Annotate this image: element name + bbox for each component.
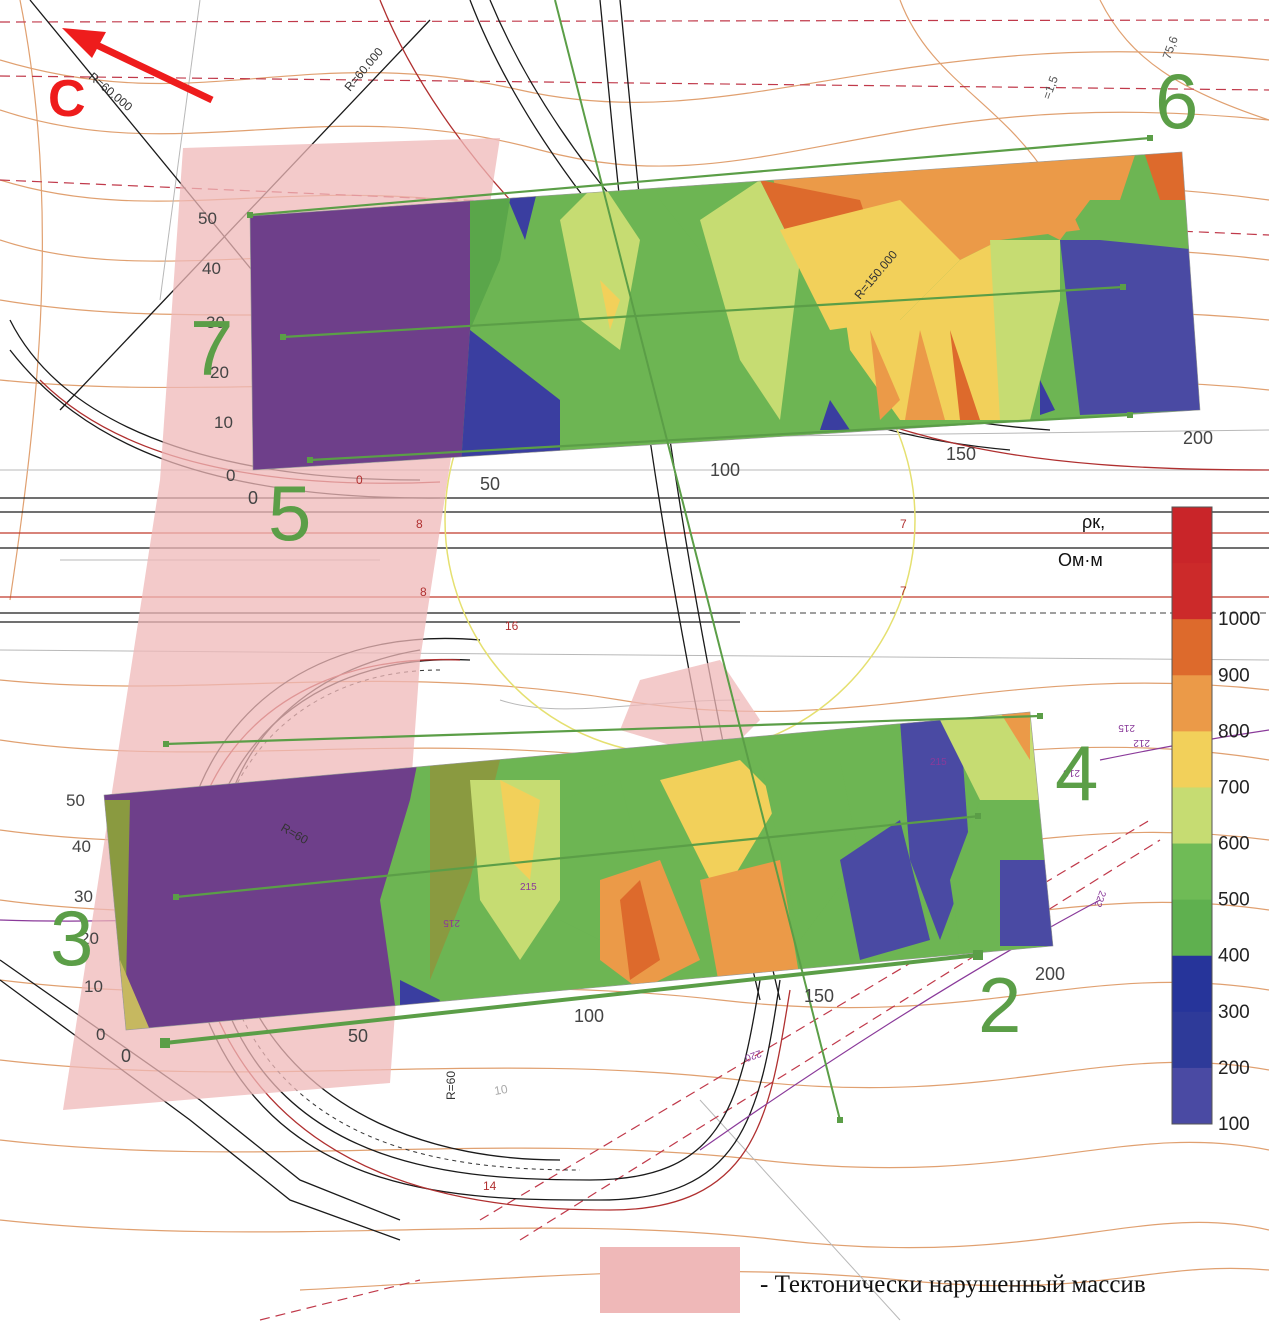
north-arrow: С (48, 28, 214, 128)
profile-label-3: 3 (50, 894, 93, 982)
lower-x-tick-150: 150 (804, 986, 834, 1006)
upper-y-tick-30: 30 (206, 313, 225, 332)
lower-y-axis: 0 10 20 30 40 50 (66, 791, 105, 1044)
legend-level-labels: 100 200 300 400 500 600 700 800 900 1000 (1218, 609, 1260, 1135)
lower-x-tick-100: 100 (574, 1006, 604, 1026)
annotation-contour-8: 215 (1118, 722, 1135, 733)
lower-y-tick-30: 30 (74, 887, 93, 906)
legend-level-label: 300 (1218, 1002, 1250, 1023)
lower-section-frame (103, 711, 1054, 1031)
upper-y-tick-50: 50 (198, 209, 217, 228)
legend-swatch (1172, 619, 1212, 676)
legend-colorbar-frame (1171, 506, 1213, 1125)
lower-x-axis: 0 50 100 150 200 (121, 964, 1065, 1066)
legend-swatch (1172, 507, 1212, 564)
lower-y-tick-50: 50 (66, 791, 85, 810)
legend-swatch (1172, 563, 1212, 620)
upper-x-axis: 0 50 100 150 200 (248, 428, 1213, 508)
annotation-radius-5: R=60 (444, 1071, 458, 1100)
lower-x-tick-200: 200 (1035, 964, 1065, 984)
upper-y-axis: 0 10 20 30 40 50 (198, 209, 235, 485)
legend-level-label: 500 (1218, 890, 1250, 911)
legend-level-label: 1000 (1218, 609, 1260, 630)
north-arrow-icon (62, 28, 106, 58)
upper-x-tick-0: 0 (248, 488, 258, 508)
profile-7-line (282, 285, 1124, 339)
lower-x-tick-50: 50 (348, 1026, 368, 1046)
profile-4-line (164, 714, 1041, 746)
annotation-contour-3: 215 (443, 917, 460, 928)
lower-x-tick-0: 0 (121, 1046, 131, 1066)
legend-swatch (1172, 899, 1212, 957)
upper-x-tick-150: 150 (946, 444, 976, 464)
profile-label-4: 4 (1055, 729, 1098, 817)
legend-swatch (1172, 787, 1212, 845)
legend-swatch (1172, 955, 1212, 1013)
annotation-contour-6: 212 (1133, 737, 1150, 748)
legend-title-line2: Ом·м (1058, 550, 1103, 570)
tectonic-zone-patch (620, 660, 760, 760)
profile-label-5: 5 (268, 469, 311, 557)
upper-y-tick-20: 20 (210, 363, 229, 382)
cross-profile-line (554, 0, 841, 1121)
profile-numbers: 2 3 4 5 6 7 (50, 57, 1198, 1049)
legend-level-label: 100 (1218, 1114, 1250, 1135)
legend-level-label: 800 (1218, 721, 1250, 742)
legend-level-label: 200 (1218, 1058, 1250, 1079)
tectonic-legend-label: - Тектонически нарушенный массив (760, 1271, 1146, 1298)
legend-swatch (1172, 1067, 1212, 1125)
annotation-picket-5: 16 (505, 619, 519, 633)
profile-lines (164, 0, 1151, 1121)
annotation-contour-value: 10 (493, 1082, 509, 1098)
legend-title-line1: ρк, (1082, 512, 1105, 532)
upper-resistivity-section (250, 152, 1200, 470)
upper-x-tick-100: 100 (710, 460, 740, 480)
legend-level-label: 400 (1218, 946, 1250, 967)
lower-y-tick-0: 0 (96, 1025, 105, 1044)
legend-level-label: 600 (1218, 834, 1250, 855)
annotation-contour-1: 215 (930, 757, 947, 768)
profile-label-2: 2 (978, 961, 1021, 1049)
upper-y-tick-0: 0 (226, 466, 235, 485)
annotation-picket-2: 8 (420, 585, 427, 599)
profile-3-line (175, 814, 981, 899)
lower-y-tick-10: 10 (84, 977, 103, 996)
profile-2-line (164, 953, 979, 1045)
profile-end-markers (160, 135, 1153, 1123)
resistivity-legend: ρк, Ом·м 100 200 300 400 500 600 700 800 900 1000 (1058, 506, 1260, 1135)
profile-5-line (309, 413, 1131, 462)
annotation-picket-6: 14 (483, 1179, 497, 1193)
annotation-picket-1: 8 (416, 517, 423, 531)
legend-swatch (1172, 843, 1212, 901)
annotation-contour-7: 213 (1063, 767, 1080, 778)
legend-level-label: 900 (1218, 665, 1250, 686)
lower-y-tick-20: 20 (80, 929, 99, 948)
annotation-picket-4: 7 (900, 584, 907, 598)
legend-level-label: 700 (1218, 777, 1250, 798)
upper-y-tick-40: 40 (202, 259, 221, 278)
profile-label-7: 7 (190, 304, 233, 392)
upper-section-frame (249, 151, 1201, 471)
upper-x-tick-200: 200 (1183, 428, 1213, 448)
tectonic-legend-swatch (600, 1247, 740, 1313)
legend-swatch (1172, 731, 1212, 788)
lower-y-tick-40: 40 (72, 837, 91, 856)
legend-swatch (1172, 675, 1212, 732)
annotation-picket-7: 0 (356, 473, 363, 487)
annotation-contour-2: 215 (520, 882, 537, 893)
upper-x-tick-50: 50 (480, 474, 500, 494)
profile-6-line (249, 136, 1151, 217)
legend-swatch (1172, 1011, 1212, 1069)
legend-colorbar (1171, 506, 1213, 1125)
annotation-picket-3: 7 (900, 517, 907, 531)
north-label: С (48, 70, 86, 128)
profile-label-6: 6 (1155, 57, 1198, 145)
upper-y-tick-10: 10 (214, 413, 233, 432)
